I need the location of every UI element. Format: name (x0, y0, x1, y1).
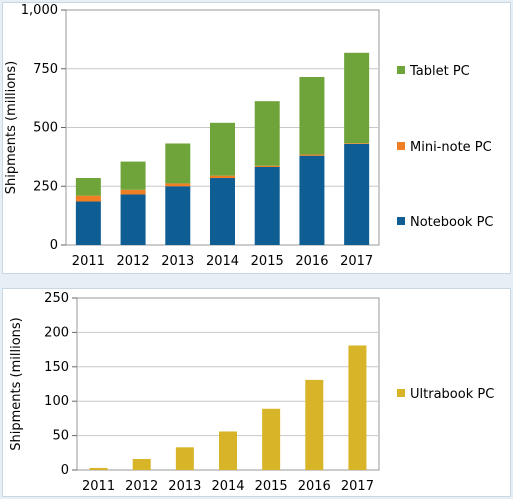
bar-notebook-pc-2015 (254, 166, 280, 245)
bar-ultrabook-pc-2016 (305, 379, 324, 470)
x-tick-label: 2013 (168, 479, 201, 494)
legend-swatch (397, 142, 405, 150)
bar-mini-note-pc-2011 (75, 195, 101, 202)
bar-ultrabook-pc-2017 (348, 345, 367, 470)
bar-ultrabook-pc-2012 (132, 458, 151, 470)
bar-ultrabook-pc-2011 (89, 467, 108, 470)
bar-notebook-pc-2013 (165, 186, 191, 245)
x-tick-label: 2017 (340, 254, 373, 269)
y-axis-label: Shipments (millions) (4, 61, 19, 194)
y-tick-label: 750 (33, 62, 58, 77)
x-tick-label: 2011 (72, 254, 105, 269)
bar-mini-note-pc-2013 (165, 183, 191, 187)
x-tick-label: 2015 (255, 479, 288, 494)
y-tick-label: 250 (44, 291, 69, 306)
x-tick-label: 2014 (211, 479, 244, 494)
bar-mini-note-pc-2016 (299, 154, 325, 156)
legend-label: Notebook PC (410, 215, 494, 230)
y-tick-label: 500 (33, 121, 58, 136)
legend-label: Tablet PC (409, 64, 470, 79)
y-tick-label: 250 (33, 179, 58, 194)
bar-mini-note-pc-2015 (254, 165, 280, 167)
bar-ultrabook-pc-2013 (175, 447, 194, 470)
y-tick-label: 0 (50, 238, 58, 253)
bar-ultrabook-pc-2015 (262, 408, 281, 470)
bar-mini-note-pc-2014 (210, 175, 235, 179)
x-tick-label: 2014 (206, 254, 239, 269)
bar-mini-note-pc-2012 (120, 189, 146, 195)
legend-label: Mini-note PC (410, 140, 492, 155)
y-tick-label: 200 (44, 325, 69, 340)
y-tick-label: 100 (44, 394, 69, 409)
x-tick-label: 2012 (117, 254, 150, 269)
legend-swatch (397, 217, 405, 225)
legend-swatch (397, 66, 405, 74)
y-tick-label: 1,000 (21, 3, 58, 18)
bar-notebook-pc-2016 (299, 155, 325, 245)
y-axis-label: Shipments (millions) (9, 317, 24, 450)
y-tick-label: 0 (61, 463, 69, 478)
y-tick-label: 50 (52, 429, 69, 444)
bar-notebook-pc-2017 (344, 143, 370, 245)
bar-tablet-pc-2013 (165, 143, 191, 184)
bar-mini-note-pc-2017 (344, 143, 370, 144)
ultrabook-bar-chart: 0 50 100 150 200 250 2011 2012 2013 2014 2015 2016 2… (9, 291, 494, 494)
x-tick-label: 2016 (298, 479, 331, 494)
x-tick-label: 2015 (251, 254, 284, 269)
x-tick-label: 2016 (295, 254, 328, 269)
legend-swatch (397, 389, 405, 397)
x-tick-label: 2017 (341, 479, 374, 494)
x-tick-label: 2012 (125, 479, 158, 494)
bar-ultrabook-pc-2014 (219, 431, 237, 470)
bar-tablet-pc-2014 (210, 122, 235, 176)
y-tick-label: 150 (44, 360, 69, 375)
stacked-bar-chart: 0 250 500 750 1,000 2011 2012 2013 2014 2015 2016 2… (4, 3, 494, 269)
bar-tablet-pc-2017 (344, 52, 370, 144)
x-tick-label: 2013 (161, 254, 194, 269)
bar-tablet-pc-2011 (75, 178, 101, 196)
x-tick-label: 2011 (82, 479, 115, 494)
bar-tablet-pc-2015 (254, 101, 280, 166)
legend-label: Ultrabook PC (410, 387, 494, 402)
bar-tablet-pc-2012 (120, 161, 146, 190)
bar-notebook-pc-2014 (210, 178, 235, 245)
bar-tablet-pc-2016 (299, 76, 325, 155)
bar-notebook-pc-2012 (120, 194, 146, 245)
bar-notebook-pc-2011 (75, 201, 101, 245)
